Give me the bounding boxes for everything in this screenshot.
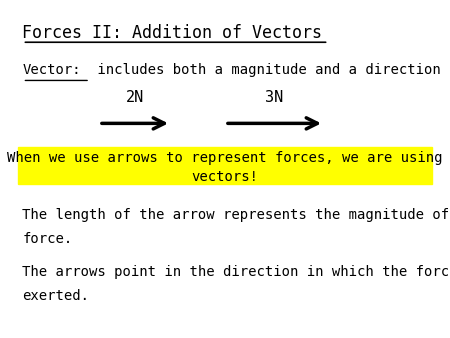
Text: 3N: 3N: [266, 90, 284, 105]
Text: exerted.: exerted.: [22, 289, 90, 303]
Text: includes both a magnitude and a direction: includes both a magnitude and a directio…: [89, 63, 441, 76]
Text: The length of the arrow represents the magnitude of the: The length of the arrow represents the m…: [22, 208, 450, 222]
FancyBboxPatch shape: [18, 147, 432, 184]
Text: vectors!: vectors!: [192, 170, 258, 184]
Text: 2N: 2N: [126, 90, 144, 105]
Text: The arrows point in the direction in which the force is being: The arrows point in the direction in whi…: [22, 265, 450, 279]
Text: Forces II: Addition of Vectors: Forces II: Addition of Vectors: [22, 24, 323, 42]
Text: force.: force.: [22, 232, 73, 245]
Text: When we use arrows to represent forces, we are using: When we use arrows to represent forces, …: [7, 151, 443, 165]
Text: Vector:: Vector:: [22, 63, 81, 76]
